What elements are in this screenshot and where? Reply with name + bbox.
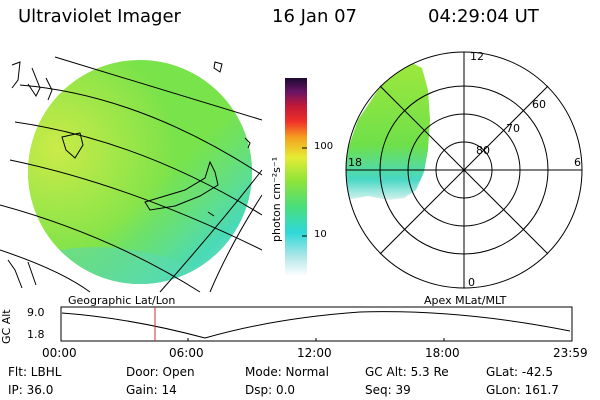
lat-label-60: 60 xyxy=(532,98,546,111)
gain-info: Gain: 14 xyxy=(126,383,177,397)
glat-info: GLat: -42.5 xyxy=(486,365,553,379)
time-label: 04:29:04 UT xyxy=(428,6,539,27)
time-tick-0000: 00:00 xyxy=(42,346,77,360)
mode-info: Mode: Normal xyxy=(245,365,329,379)
lat-label-70: 70 xyxy=(506,122,520,135)
geographic-caption: Geographic Lat/Lon xyxy=(68,294,176,307)
time-tick-1200: 12:00 xyxy=(297,346,332,360)
filter-info: Flt: LBHL xyxy=(8,365,62,379)
seq-info: Seq: 39 xyxy=(365,383,411,397)
mlt-label-12: 12 xyxy=(470,50,484,63)
colorbar-tick-100: 100 xyxy=(314,141,334,152)
mlt-label-0: 0 xyxy=(468,276,475,289)
colorbar-tick-10: 10 xyxy=(314,229,327,240)
mlt-label-18: 18 xyxy=(348,156,362,169)
altitude-tick-low: 1.8 xyxy=(27,328,45,341)
colorbar xyxy=(285,78,307,276)
altitude-tick-high: 9.0 xyxy=(27,306,45,319)
polar-plot: 12 18 6 0 60 70 80 xyxy=(345,50,583,289)
date-label: 16 Jan 07 xyxy=(272,6,357,27)
apex-caption: Apex MLat/MLT xyxy=(424,294,507,307)
mlt-label-6: 6 xyxy=(574,156,581,169)
time-tick-0600: 06:00 xyxy=(169,346,204,360)
time-tick-1800: 18:00 xyxy=(425,346,460,360)
glon-info: GLon: 161.7 xyxy=(486,383,559,397)
time-tick-2359: 23:59 xyxy=(553,346,588,360)
altitude-plot xyxy=(60,306,573,342)
lat-label-80: 80 xyxy=(476,144,490,157)
dsp-info: Dsp: 0.0 xyxy=(245,383,296,397)
colorbar-unit-label: photon cm⁻²s⁻¹ xyxy=(270,156,283,242)
geographic-image xyxy=(0,56,262,293)
ip-info: IP: 36.0 xyxy=(8,383,54,397)
door-info: Door: Open xyxy=(126,365,195,379)
altitude-axis-label: GC Alt xyxy=(0,309,13,344)
app-title: Ultraviolet Imager xyxy=(18,6,181,27)
gc-alt-info: GC Alt: 5.3 Re xyxy=(365,365,449,379)
